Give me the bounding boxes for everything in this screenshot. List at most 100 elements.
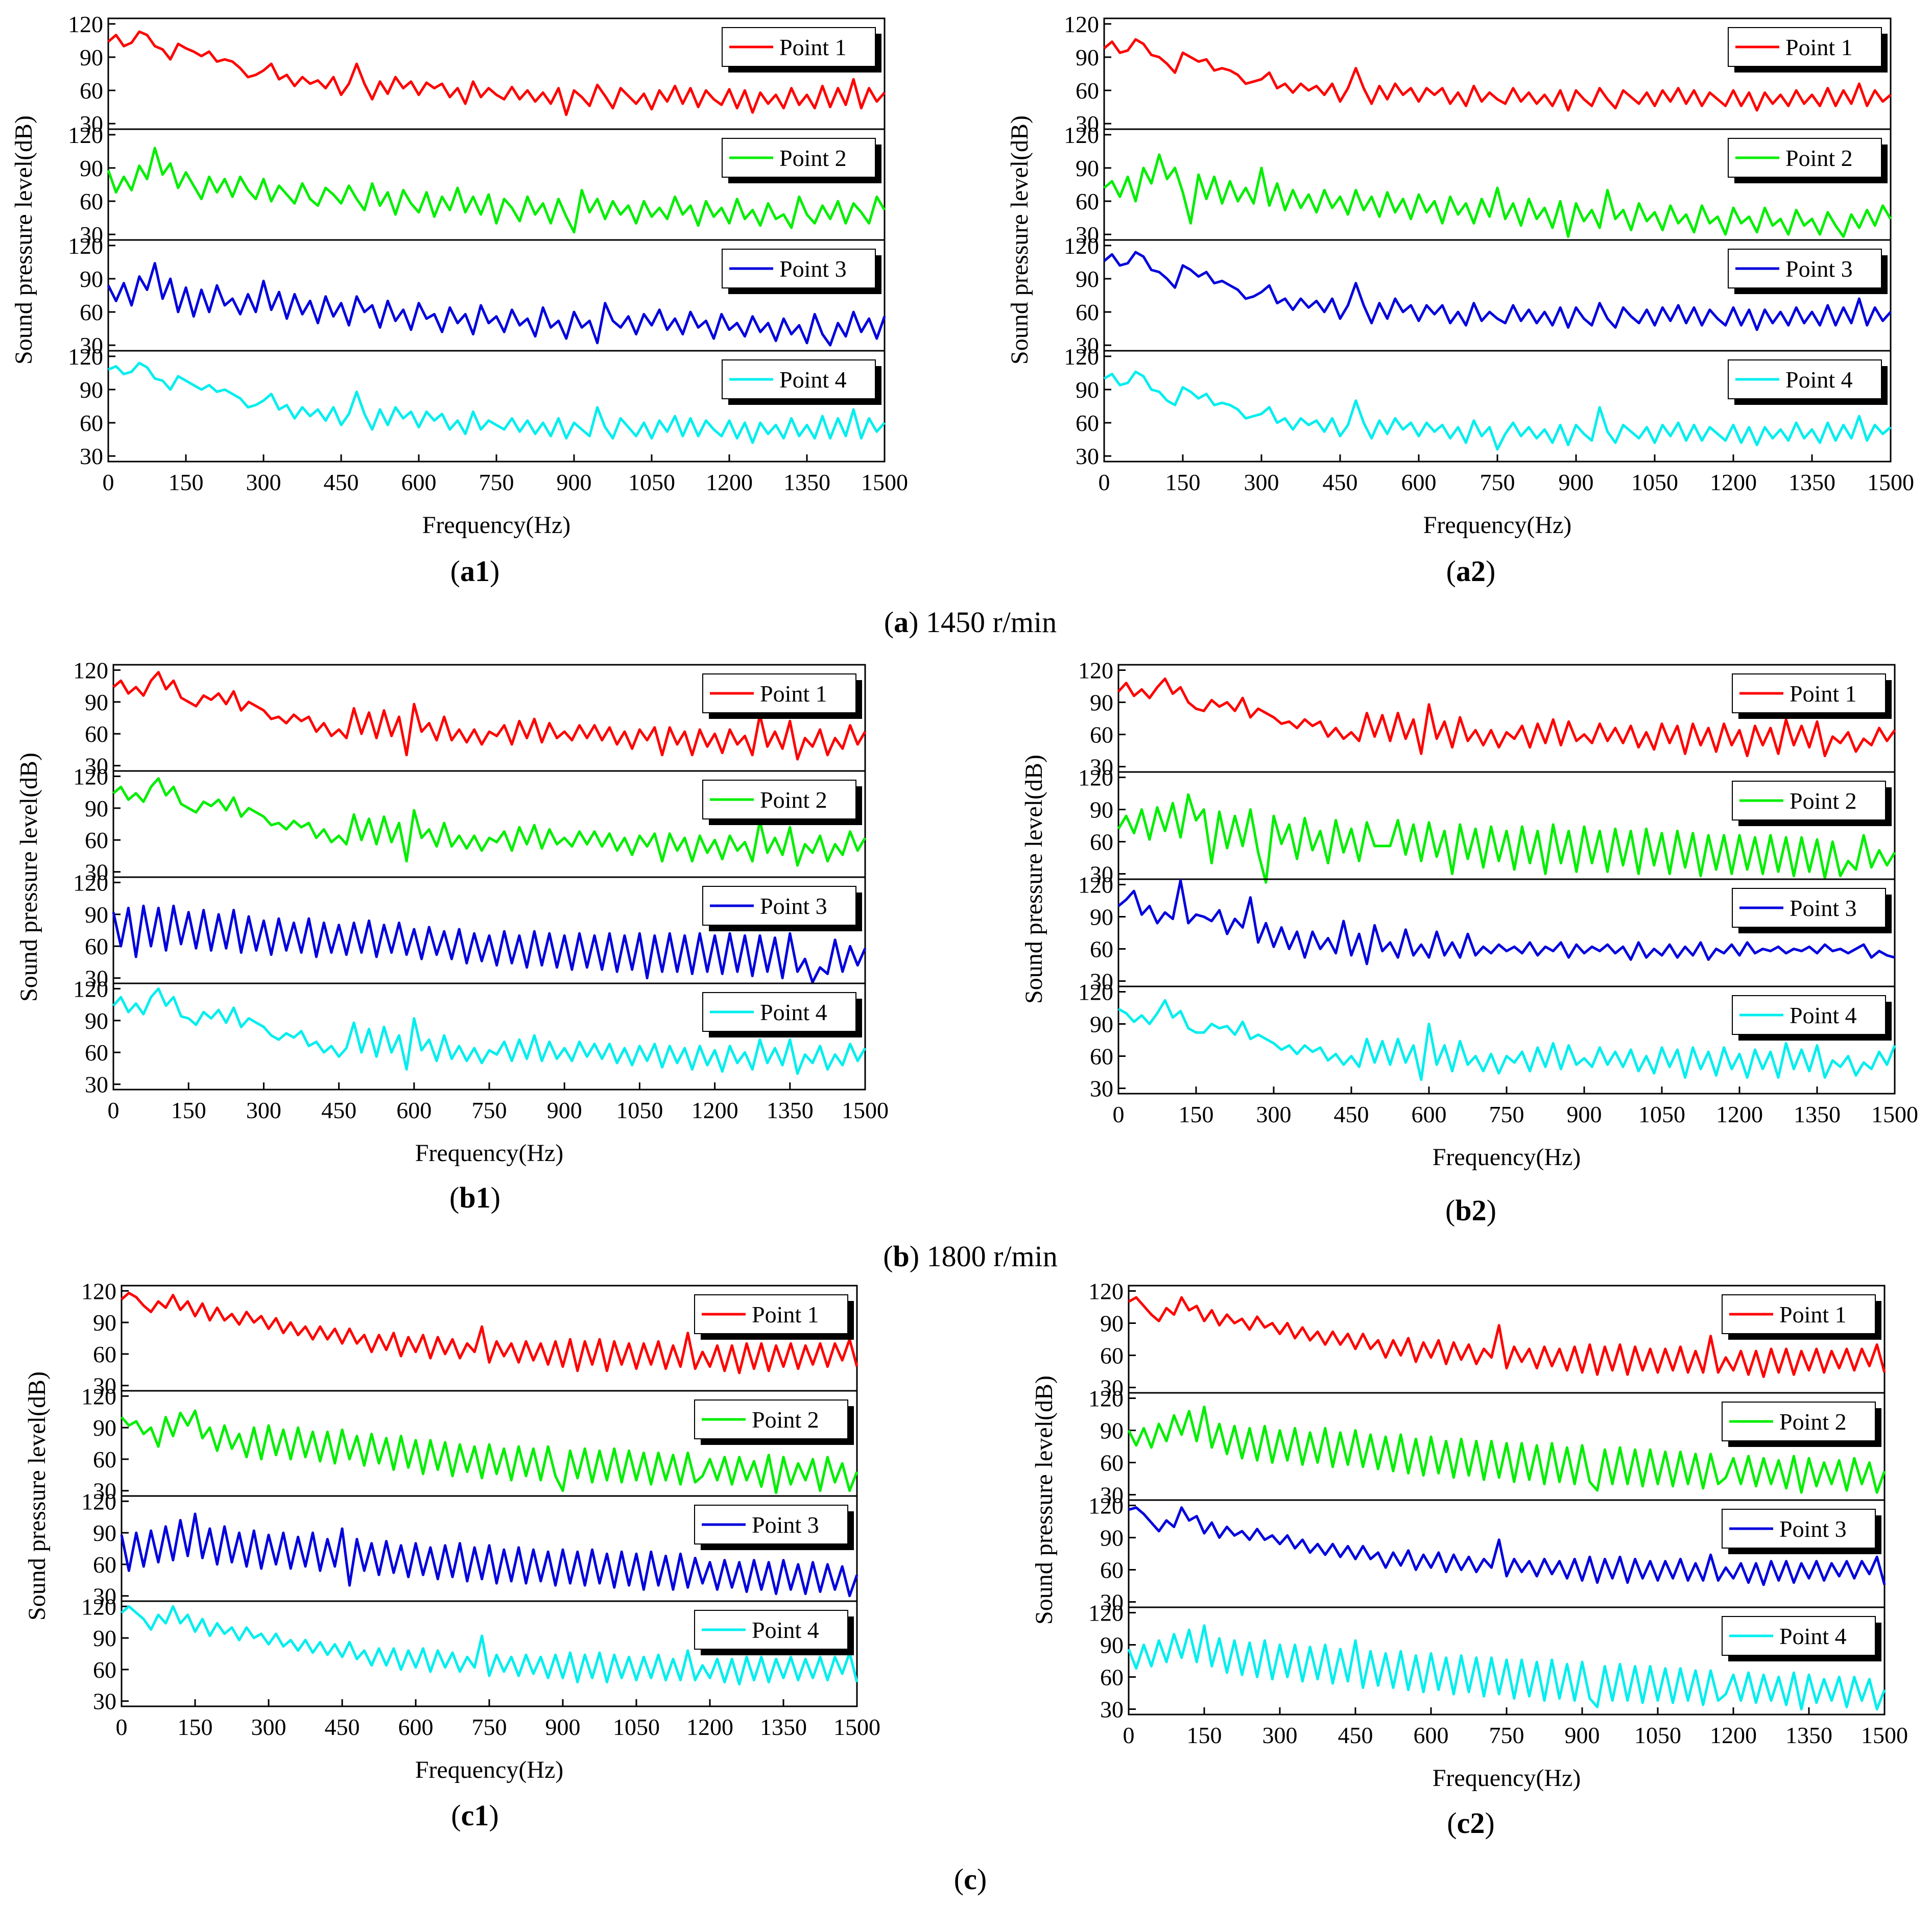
x-tick-label: 150 bbox=[1165, 469, 1201, 495]
x-tick-label: 1500 bbox=[833, 1714, 880, 1740]
x-tick-label: 1350 bbox=[1785, 1722, 1832, 1748]
legend-label: Point 1 bbox=[1790, 681, 1857, 707]
subplot-1: 30 60 90 120 Point 1 bbox=[81, 1278, 858, 1399]
y-tick-label: 60 bbox=[80, 299, 103, 325]
x-tick-label: 0 bbox=[1099, 469, 1110, 495]
x-tick-label: 1200 bbox=[691, 1097, 738, 1123]
x-tick-label: 150 bbox=[1187, 1722, 1222, 1748]
y-tick-label: 30 bbox=[1090, 1076, 1113, 1102]
y-tick-label: 30 bbox=[85, 1072, 108, 1098]
series-line-point-4 bbox=[108, 361, 886, 444]
x-axis-title: Frequency(Hz) bbox=[1433, 1144, 1581, 1171]
legend-label: Point 2 bbox=[779, 145, 847, 171]
series-line-point-4 bbox=[1103, 370, 1892, 451]
y-tick-label: 60 bbox=[85, 721, 108, 747]
y-tick-label: 30 bbox=[85, 753, 108, 779]
x-tick-label: 900 bbox=[1567, 1101, 1602, 1127]
y-tick-label: 120 bbox=[68, 11, 103, 37]
subplot-2: 30 60 90 120 Point 2 bbox=[81, 1383, 858, 1504]
legend-label: Point 4 bbox=[1790, 1002, 1857, 1028]
y-tick-label: 90 bbox=[1100, 1525, 1124, 1551]
x-tick-label: 450 bbox=[325, 1714, 360, 1740]
legend-label: Point 2 bbox=[1790, 788, 1857, 814]
y-tick-label: 120 bbox=[68, 344, 103, 370]
subfigure-caption: (b1) bbox=[449, 1181, 500, 1214]
subfigure-caption: (a1) bbox=[450, 554, 500, 588]
y-tick-label: 120 bbox=[1088, 1386, 1124, 1412]
legend-label: Point 4 bbox=[1785, 367, 1853, 393]
y-tick-label: 120 bbox=[1088, 1278, 1124, 1305]
y-tick-label: 120 bbox=[68, 122, 103, 148]
y-tick-label: 30 bbox=[93, 1478, 116, 1504]
y-axis-title: Sound pressure level(dB) bbox=[1031, 1375, 1058, 1625]
subplot-2: 30 60 90 120 Point 2 bbox=[1088, 1386, 1886, 1508]
y-tick-label: 60 bbox=[93, 1446, 116, 1473]
series-line-point-2 bbox=[121, 1409, 858, 1494]
x-axis-title: Frequency(Hz) bbox=[422, 512, 571, 539]
legend-label: Point 2 bbox=[752, 1407, 819, 1433]
series-line-point-2 bbox=[1127, 1405, 1886, 1494]
y-tick-label: 120 bbox=[1078, 872, 1113, 898]
x-axis-title: Frequency(Hz) bbox=[415, 1756, 564, 1783]
x-tick-label: 1050 bbox=[613, 1714, 660, 1740]
series-line-point-3 bbox=[120, 1512, 858, 1598]
subplot-2: 30 60 90 120 Point 2 bbox=[73, 763, 867, 885]
y-tick-label: 90 bbox=[1090, 904, 1113, 930]
subplot-1: 30 60 90 120 Point 1 bbox=[1078, 658, 1896, 780]
x-tick-label: 600 bbox=[396, 1097, 432, 1123]
y-tick-label: 60 bbox=[85, 1040, 108, 1066]
y-tick-label: 60 bbox=[80, 410, 103, 436]
y-tick-label: 60 bbox=[1076, 188, 1099, 214]
y-tick-label: 120 bbox=[1088, 1600, 1124, 1626]
y-tick-label: 60 bbox=[80, 78, 103, 104]
x-tick-label: 1050 bbox=[628, 469, 675, 495]
x-tick-label: 750 bbox=[472, 1714, 507, 1740]
y-tick-label: 120 bbox=[73, 657, 108, 683]
y-tick-label: 90 bbox=[1076, 44, 1099, 70]
x-tick-label: 900 bbox=[1559, 469, 1594, 495]
x-tick-label: 900 bbox=[545, 1714, 581, 1740]
y-tick-label: 30 bbox=[1090, 861, 1113, 887]
x-tick-label: 1200 bbox=[1716, 1101, 1763, 1127]
x-tick-label: 1350 bbox=[783, 469, 830, 495]
y-tick-label: 120 bbox=[68, 233, 103, 259]
y-tick-label: 30 bbox=[1100, 1589, 1124, 1615]
subplot-4: 30 60 90 120 Point 4 bbox=[1078, 979, 1896, 1102]
series-line-point-1 bbox=[1117, 677, 1896, 757]
y-tick-label: 30 bbox=[93, 1583, 116, 1609]
legend-label: Point 1 bbox=[779, 34, 847, 60]
x-tick-label: 1500 bbox=[1867, 469, 1914, 495]
legend-label: Point 1 bbox=[760, 681, 827, 707]
y-tick-label: 30 bbox=[1100, 1482, 1124, 1508]
y-tick-label: 30 bbox=[80, 443, 103, 469]
subplot-3: 30 60 90 120 Point 3 bbox=[81, 1488, 858, 1609]
y-axis-title: Sound pressure level(dB) bbox=[1020, 755, 1047, 1004]
y-tick-label: 90 bbox=[1090, 797, 1113, 823]
legend-label: Point 2 bbox=[1779, 1409, 1847, 1435]
y-tick-label: 60 bbox=[1090, 722, 1113, 748]
y-tick-label: 120 bbox=[81, 1488, 116, 1514]
x-tick-label: 750 bbox=[479, 469, 514, 495]
legend-label: Point 3 bbox=[1779, 1516, 1847, 1542]
x-tick-label: 750 bbox=[472, 1097, 507, 1123]
legend-box bbox=[702, 992, 856, 1032]
subplot-4: 30 60 90 120 Point 4 bbox=[81, 1594, 858, 1715]
y-tick-label: 60 bbox=[1090, 936, 1113, 962]
y-tick-label: 90 bbox=[93, 1625, 116, 1651]
y-tick-label: 120 bbox=[81, 1278, 116, 1304]
legend-label: Point 4 bbox=[760, 999, 827, 1025]
series-line-point-4 bbox=[112, 987, 867, 1075]
legend-label: Point 4 bbox=[1779, 1623, 1847, 1649]
x-tick-label: 450 bbox=[1338, 1722, 1373, 1748]
x-axis-title: Frequency(Hz) bbox=[415, 1140, 564, 1167]
x-tick-label: 300 bbox=[251, 1714, 287, 1740]
y-tick-label: 90 bbox=[1100, 1418, 1124, 1444]
y-tick-label: 120 bbox=[1078, 979, 1113, 1005]
legend-label: Point 1 bbox=[752, 1301, 819, 1327]
legend-label: Point 2 bbox=[760, 787, 827, 813]
subplot-1: 30 60 90 120 Point 1 bbox=[1088, 1278, 1886, 1401]
y-tick-label: 90 bbox=[85, 902, 108, 928]
x-tick-label: 1350 bbox=[767, 1097, 814, 1123]
x-tick-label: 1350 bbox=[1788, 469, 1835, 495]
